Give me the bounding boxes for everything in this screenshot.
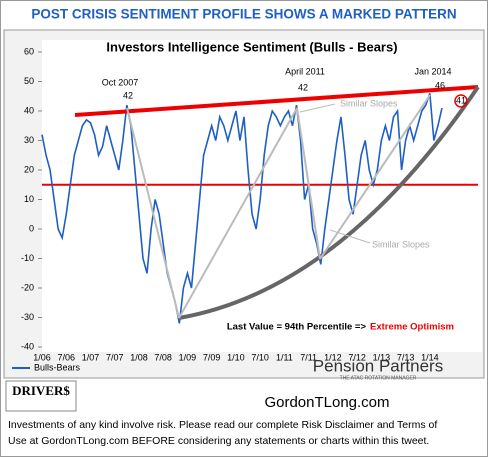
top-trend-line bbox=[74, 85, 479, 117]
y-tick-label: 30 bbox=[24, 135, 34, 145]
brand: Pension Partners bbox=[313, 356, 443, 375]
y-tick-label: -10 bbox=[21, 253, 34, 263]
support-curve bbox=[178, 85, 480, 320]
y-tick-label: 20 bbox=[24, 164, 34, 174]
y-tick-label: 60 bbox=[24, 46, 34, 56]
x-tick-label: 7/10 bbox=[251, 352, 269, 362]
x-tick-label: 7/08 bbox=[154, 352, 172, 362]
x-tick-label: 1/14 bbox=[421, 352, 439, 362]
annotation: 42 bbox=[298, 82, 308, 92]
footnote: Last Value = 94th Percentile => bbox=[227, 322, 367, 333]
x-tick-label: 1/09 bbox=[179, 352, 197, 362]
logo: DRIVER$ bbox=[12, 383, 70, 398]
x-tick-label: 1/06 bbox=[33, 352, 51, 362]
disclaimer: Use at GordonTLong.com BEFORE considerin… bbox=[8, 435, 429, 447]
callout-line bbox=[299, 103, 336, 113]
y-tick-label: 10 bbox=[24, 194, 34, 204]
y-tick-label: -20 bbox=[21, 282, 34, 292]
annotation: Similar Slopes bbox=[372, 239, 430, 249]
y-tick-label: -30 bbox=[21, 312, 34, 322]
header: POST CRISIS SENTIMENT PROFILE SHOWS A MA… bbox=[31, 7, 456, 22]
y-tick-label: 40 bbox=[24, 105, 34, 115]
annotation: 46 bbox=[435, 80, 445, 90]
brand-tagline: THE ATAC ROTATION MANAGER bbox=[340, 375, 417, 381]
x-tick-label: 1/11 bbox=[276, 352, 293, 362]
disclaimer: Investments of any kind involve risk. Pl… bbox=[8, 419, 437, 431]
annotation: 41 bbox=[456, 95, 466, 105]
y-tick-label: 50 bbox=[24, 76, 34, 86]
annotation: Jan 2014 bbox=[414, 66, 451, 76]
y-tick-label: -40 bbox=[21, 341, 34, 351]
legend-label: Bulls-Bears bbox=[34, 362, 81, 372]
y-tick-label: 0 bbox=[29, 223, 34, 233]
slope-line bbox=[126, 107, 180, 319]
footnote-highlight: Extreme Optimism bbox=[370, 322, 454, 333]
slope-line bbox=[178, 107, 298, 319]
x-tick-label: 1/07 bbox=[82, 352, 100, 362]
callout-line bbox=[329, 229, 371, 244]
highlight-circle bbox=[454, 94, 468, 108]
x-tick-label: 1/13 bbox=[373, 352, 391, 362]
x-tick-label: 1/08 bbox=[130, 352, 148, 362]
x-tick-label: 7/12 bbox=[348, 352, 366, 362]
annotation: Oct 2007 bbox=[102, 77, 139, 87]
x-tick-label: 7/09 bbox=[203, 352, 221, 362]
x-tick-label: 1/10 bbox=[227, 352, 245, 362]
x-tick-label: 7/13 bbox=[397, 352, 415, 362]
x-tick-label: 1/12 bbox=[324, 352, 342, 362]
chart-title: Investors Intelligence Sentiment (Bulls … bbox=[106, 39, 397, 54]
slope-line bbox=[296, 107, 321, 260]
logo-box bbox=[5, 380, 77, 412]
x-tick-label: 7/11 bbox=[300, 352, 317, 362]
annotation: April 2011 bbox=[285, 66, 325, 76]
x-tick-label: 7/06 bbox=[57, 352, 75, 362]
x-tick-label: 7/07 bbox=[106, 352, 124, 362]
annotation: 42 bbox=[123, 90, 133, 100]
slope-line bbox=[319, 94, 431, 260]
site: GordonTLong.com bbox=[264, 394, 389, 411]
annotation: Similar Slopes bbox=[340, 98, 398, 108]
